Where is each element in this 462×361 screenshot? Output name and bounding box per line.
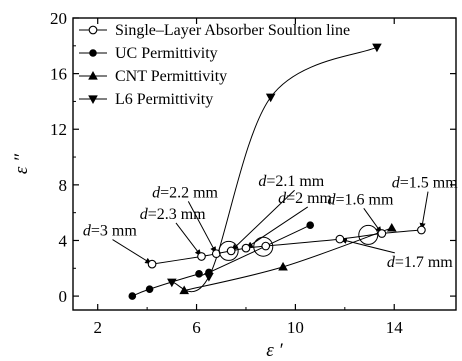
- y-tick-label: 4: [59, 231, 68, 250]
- series-line-3: [171, 46, 378, 293]
- annotation-variable: d: [278, 190, 287, 207]
- series-3-point: [265, 93, 276, 103]
- annotation-labels: d=3 mmd=2.3 mmd=2.2 mmd=2.1 mmd=2 mmd=1.…: [83, 173, 458, 271]
- annotation-label: d=2 mm: [278, 190, 332, 207]
- annotation-arrows: [112, 189, 429, 265]
- x-axis-label: ε ′: [266, 340, 283, 361]
- axes: 0 4 8 12 16 20 2 6 10 14 ε ″ ε ′: [11, 9, 457, 361]
- intersection-circle: [253, 236, 274, 257]
- annotation-value: =2.1 mm: [266, 173, 324, 190]
- annotation-value: =2.3 mm: [148, 206, 206, 223]
- annotation-arrow: [419, 191, 429, 231]
- x-tick-label: 10: [287, 318, 304, 337]
- annotation-variable: d: [83, 223, 92, 240]
- annotation-value: =3 mm: [91, 223, 137, 240]
- series-0-point: [226, 246, 236, 256]
- annotation-arrow: [339, 237, 395, 254]
- annotation-arrow: [363, 208, 383, 234]
- series-3-point: [204, 273, 214, 282]
- series-0-point: [241, 243, 251, 253]
- legend-label: CNT Permittivity: [115, 68, 227, 85]
- annotation-value: =2.2 mm: [160, 184, 218, 201]
- annotation-label: d=2.3 mm: [140, 206, 206, 223]
- series-0-point: [261, 241, 271, 251]
- series-2-point: [179, 285, 189, 295]
- annotation-label: d=2.2 mm: [152, 184, 218, 201]
- series-1-point: [306, 221, 315, 229]
- annotation-arrow: [245, 206, 309, 249]
- annotation-label: d=3 mm: [83, 223, 137, 240]
- series-0-point: [197, 252, 206, 261]
- legend-label: Single–Layer Absorber Soultion line: [115, 22, 350, 39]
- series-0-point: [147, 259, 157, 269]
- series-1-point: [145, 285, 154, 293]
- legend-marker: [89, 49, 97, 57]
- annotation-variable: d: [387, 254, 396, 271]
- series-1-point: [195, 270, 203, 278]
- y-tick-label: 20: [50, 9, 67, 28]
- series-line-1: [132, 224, 311, 297]
- x-tick-label: 14: [386, 318, 404, 337]
- annotation-variable: d: [140, 206, 149, 223]
- y-tick-label: 8: [59, 176, 68, 195]
- annotation-arrow: [230, 189, 295, 252]
- intersection-circle: [358, 224, 379, 245]
- annotation-variable: d: [328, 191, 337, 208]
- annotation-label: d=1.6 mm: [328, 191, 394, 208]
- series-2-point: [386, 222, 397, 232]
- y-axis-label: ε ″: [11, 153, 32, 174]
- annotation-variable: d: [258, 173, 267, 190]
- annotation-variable: d: [392, 175, 401, 192]
- annotation-value: =1.7 mm: [395, 254, 453, 271]
- intersection-circle: [218, 240, 239, 261]
- series-2-point: [278, 261, 288, 271]
- y-tick-label: 0: [59, 287, 68, 306]
- legend-label: UC Permittivity: [115, 45, 218, 62]
- y-tick-label: 16: [50, 65, 67, 84]
- series-3-point: [372, 43, 382, 53]
- annotation-label: d=1.5 mm: [392, 175, 458, 192]
- annotation-value: =1.6 mm: [336, 191, 394, 208]
- legend: Single–Layer Absorber Soultion line UC Pe…: [79, 22, 350, 108]
- annotation-label: d=2.1 mm: [258, 173, 324, 190]
- series-0-point: [211, 249, 221, 259]
- annotation-label: d=1.7 mm: [387, 254, 453, 271]
- legend-marker: [88, 25, 98, 35]
- series-1-point: [128, 292, 137, 300]
- data-points: [128, 43, 426, 300]
- y-tick-label: 12: [50, 120, 67, 139]
- x-tick-label: 2: [93, 318, 102, 337]
- annotation-value: =1.5 mm: [400, 175, 458, 192]
- series-3-point: [167, 278, 177, 288]
- legend-label: L6 Permittivity: [115, 91, 213, 108]
- x-tick-label: 6: [192, 318, 201, 337]
- annotation-arrow: [187, 201, 217, 254]
- series-0-point: [377, 229, 387, 238]
- annotation-arrow: [175, 222, 202, 257]
- series-0-point: [335, 234, 345, 244]
- annotation-variable: d: [152, 184, 161, 201]
- series-0-point: [417, 225, 426, 235]
- highlight-circles: [218, 224, 379, 261]
- annotation-arrow: [112, 239, 153, 265]
- plot-frame: [72, 17, 457, 311]
- annotation-value: =2 mm: [286, 190, 332, 207]
- legend-marker: [88, 95, 98, 104]
- legend-marker: [88, 71, 98, 80]
